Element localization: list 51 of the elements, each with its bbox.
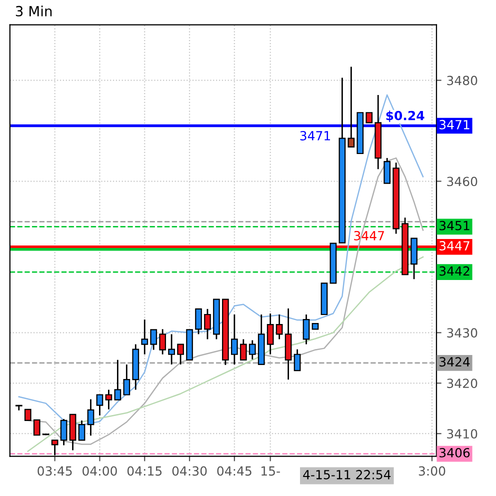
candlestick <box>87 398 94 436</box>
candlestick <box>96 394 104 416</box>
candlestick <box>105 389 112 410</box>
candlestick <box>123 364 130 396</box>
candlestick <box>168 333 175 366</box>
annotation: $0.24 <box>386 110 424 122</box>
candlestick <box>384 157 391 184</box>
x-tick-label: 04:30 <box>172 466 207 476</box>
x-tick-label: 04:45 <box>217 466 252 476</box>
candlestick <box>141 318 148 356</box>
candlestick <box>240 338 247 361</box>
line-series <box>27 157 424 445</box>
ref-line-label: 3471 <box>440 120 470 130</box>
candlestick <box>204 308 211 340</box>
x-tick-label: 3:00 <box>418 466 446 476</box>
y-tick-label: 3480 <box>447 76 478 86</box>
candlestick <box>24 408 32 422</box>
candlestick <box>159 328 166 356</box>
candlestick <box>150 328 158 351</box>
x-tick-label: 15- <box>262 466 280 476</box>
candlestick <box>248 340 256 360</box>
text: 3447 <box>354 230 384 240</box>
x-tick-label: 04:00 <box>82 466 117 476</box>
candlestick <box>230 314 238 366</box>
candlestick <box>348 66 355 148</box>
ref-line-label: 3442 <box>440 266 470 276</box>
candlestick <box>366 112 373 124</box>
candlestick <box>78 420 86 441</box>
x-tick-label: 03:45 <box>38 466 72 476</box>
candlestick <box>266 312 274 356</box>
ref-line-label: 3447 <box>440 241 470 250</box>
candlestick <box>195 308 202 335</box>
y-tick-label: 3430 <box>447 328 478 338</box>
candlestick <box>294 348 301 372</box>
x-tick-label: 04:15 <box>127 466 162 476</box>
candlestick <box>302 314 310 345</box>
candlestick <box>60 418 68 446</box>
y-tick-label: 3460 <box>447 176 478 186</box>
chart-title: 3 Min <box>16 6 52 16</box>
ref-line-label: 3424 <box>440 357 470 367</box>
candlestick <box>33 419 40 436</box>
line-series <box>27 256 424 452</box>
candlestick <box>177 344 184 366</box>
y-tick-label: 3410 <box>447 429 478 439</box>
candlestick <box>114 359 122 400</box>
ref-line-label: 3451 <box>440 220 470 230</box>
candlestick <box>276 314 283 340</box>
text: 4-15-11 22:54 <box>303 470 391 480</box>
ref-line-label: 3406 <box>440 448 470 458</box>
y-tick-label: 3420 <box>447 378 478 388</box>
text: 3471 <box>300 131 330 140</box>
